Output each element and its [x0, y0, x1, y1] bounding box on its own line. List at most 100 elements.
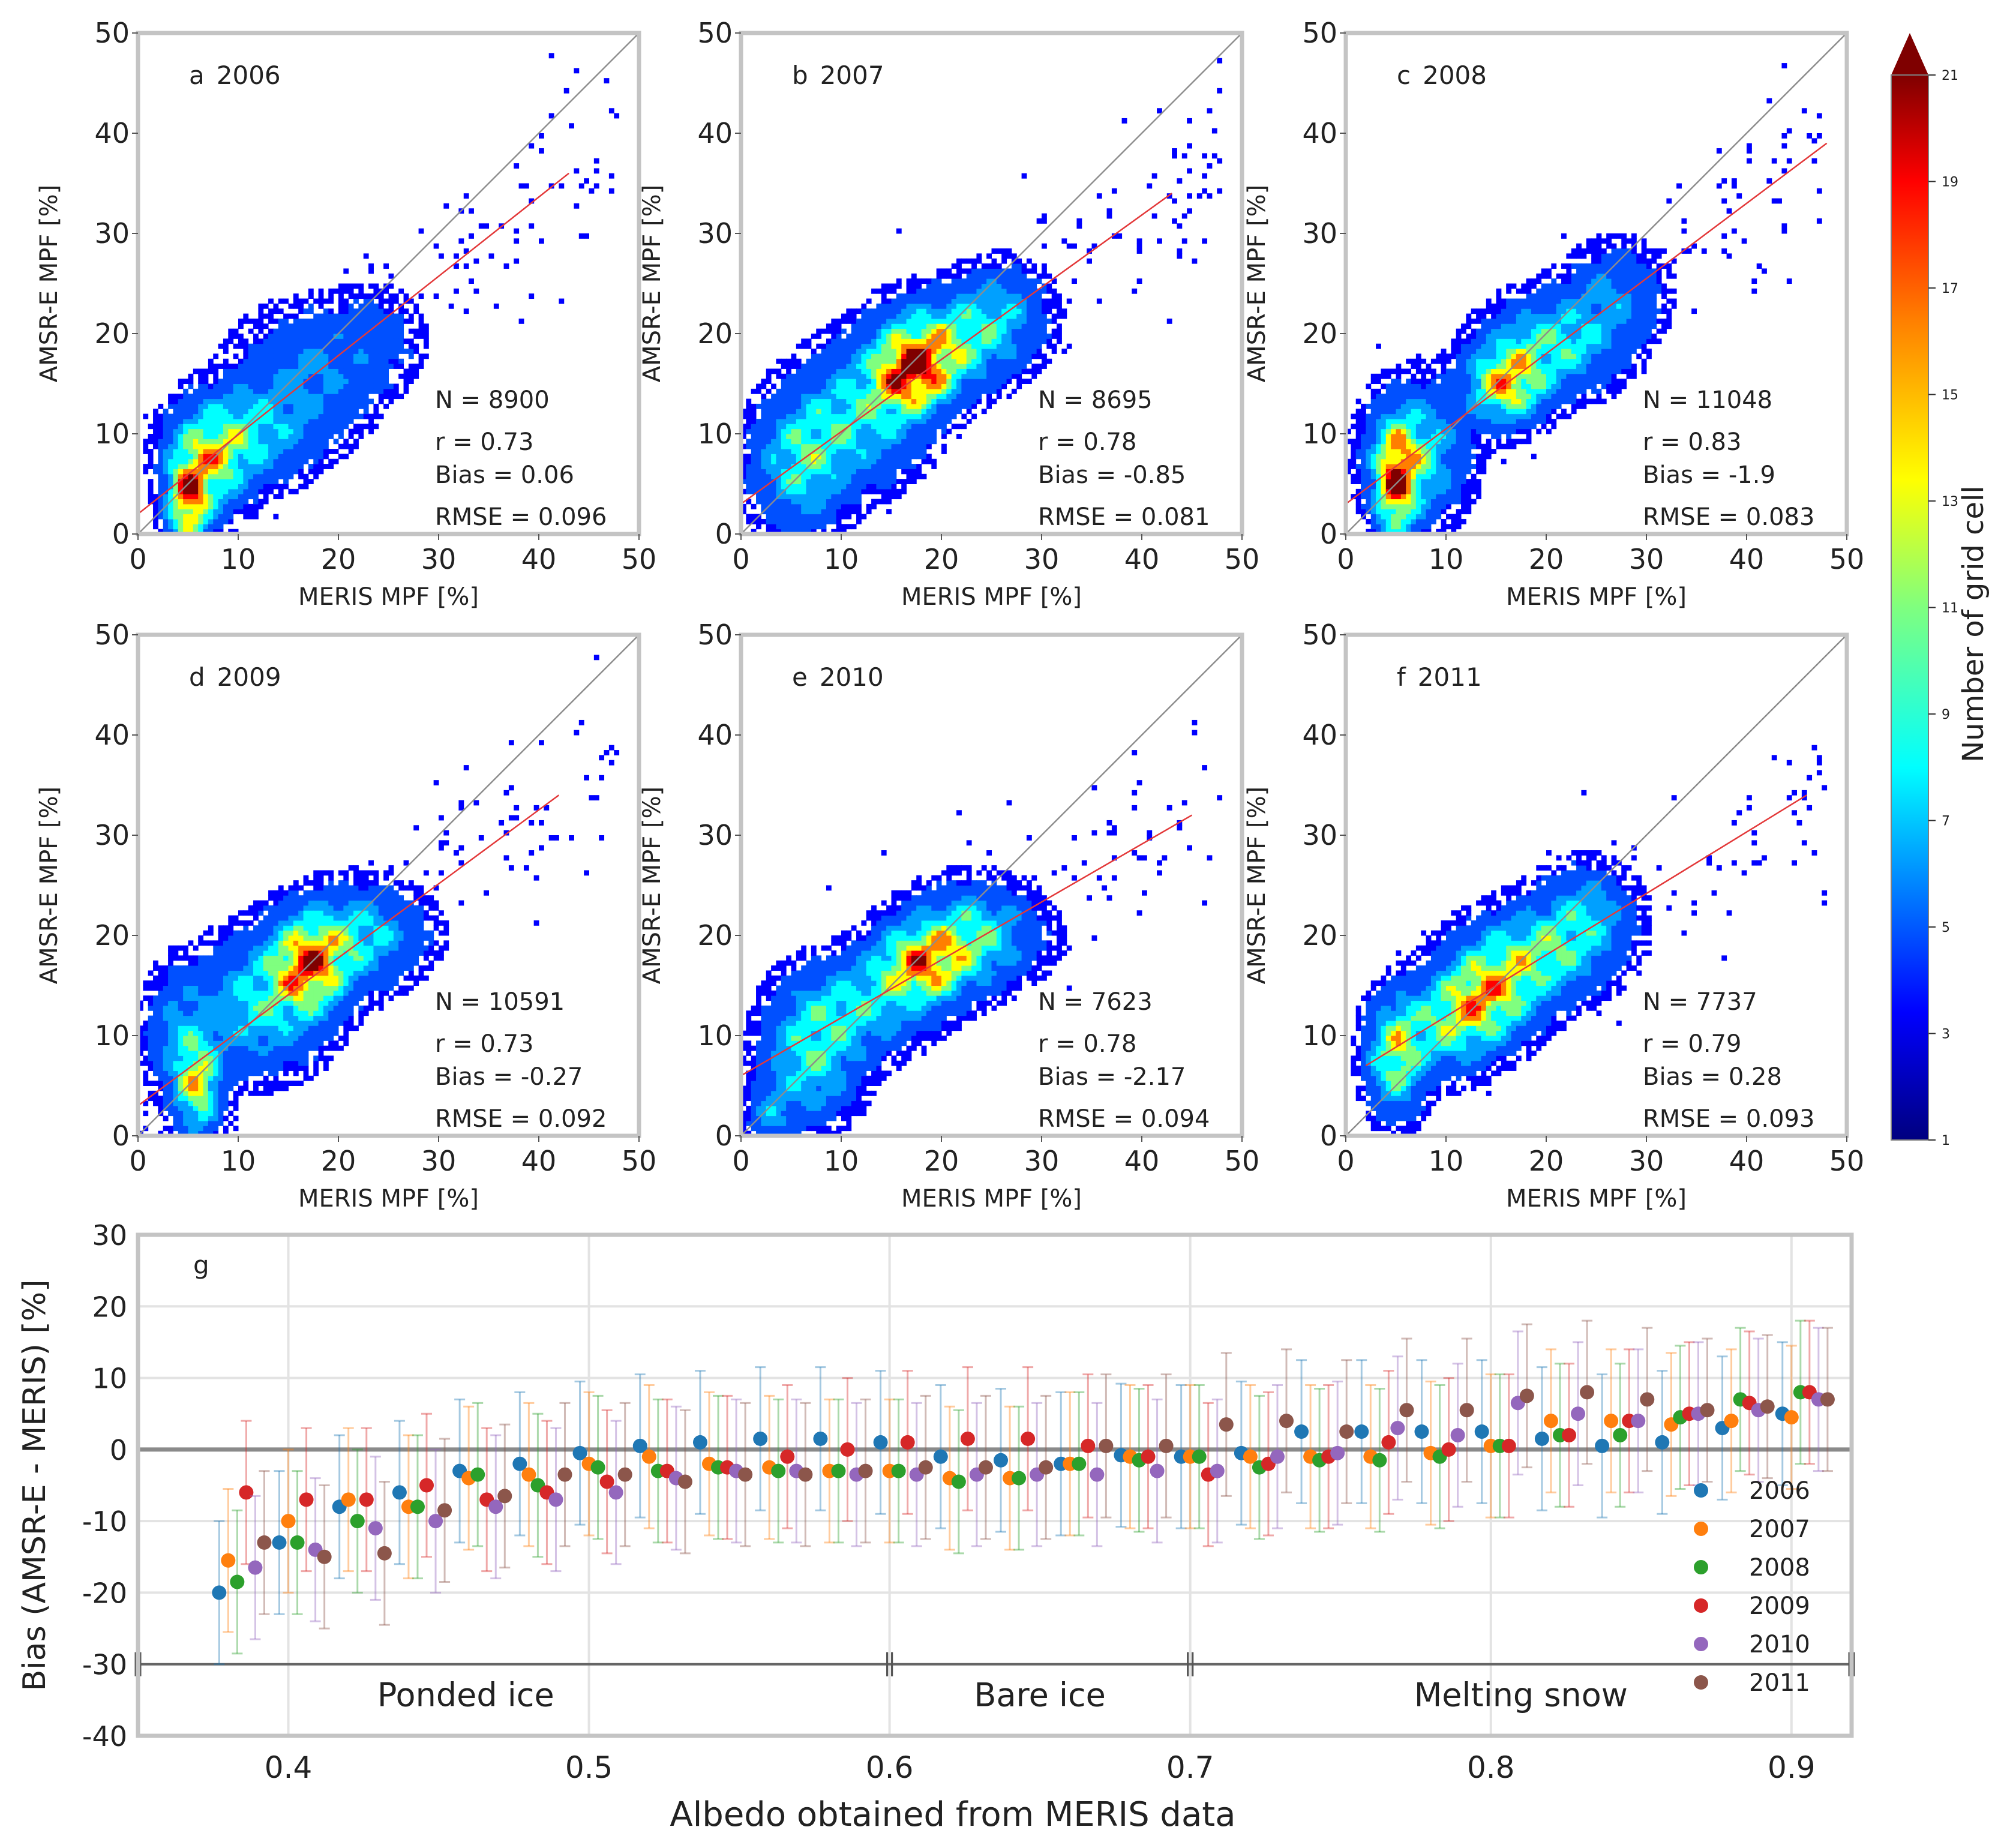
heatmap-cell — [168, 469, 173, 475]
heatmap-cell — [1456, 494, 1462, 500]
heatmap-cell — [1471, 388, 1477, 394]
heatmap-cell — [1385, 439, 1391, 445]
heatmap-cell — [268, 298, 274, 304]
heatmap-cell — [901, 323, 907, 329]
heatmap-cell — [233, 503, 239, 509]
heatmap-cell — [1466, 449, 1472, 454]
heatmap-cell — [916, 388, 922, 394]
heatmap-cell — [278, 443, 284, 449]
heatmap-cell — [363, 373, 369, 379]
heatmap-cell — [1486, 418, 1492, 424]
heatmap-cell — [288, 388, 294, 394]
heatmap-cell — [213, 353, 219, 359]
heatmap-cell — [1476, 349, 1481, 354]
heatmap-cell — [403, 368, 409, 374]
heatmap-cell — [821, 464, 827, 469]
heatmap-cell — [891, 358, 897, 364]
heatmap-cell — [1466, 338, 1472, 344]
heatmap-cell — [1486, 379, 1492, 384]
heatmap-cell — [278, 379, 284, 384]
heatmap-cell — [1391, 418, 1396, 424]
heatmap-cell — [313, 394, 319, 400]
heatmap-cell — [1376, 379, 1381, 384]
heatmap-cell — [253, 473, 259, 479]
heatmap-cell — [343, 298, 349, 304]
heatmap-cell — [253, 388, 259, 394]
heatmap-cell — [921, 343, 927, 349]
heatmap-cell — [806, 383, 812, 389]
heatmap-cell — [911, 449, 917, 454]
heatmap-cell — [1406, 503, 1412, 509]
heatmap-cell — [158, 473, 164, 479]
heatmap-cell — [916, 403, 922, 409]
heatmap-cell — [303, 424, 309, 430]
heatmap-cell — [333, 398, 339, 404]
heatmap-cell — [826, 469, 832, 475]
heatmap-cell — [861, 358, 867, 364]
heatmap-cell — [1046, 343, 1052, 349]
heatmap-cell — [811, 383, 817, 389]
heatmap-cell — [831, 418, 837, 424]
heatmap-cell — [198, 464, 204, 469]
heatmap-cell — [1355, 449, 1361, 454]
heatmap-cell — [1426, 484, 1432, 490]
heatmap-cell — [263, 364, 269, 369]
heatmap-cell — [158, 458, 164, 464]
heatmap-cell — [1366, 413, 1372, 419]
heatmap-cell — [1461, 338, 1466, 344]
heatmap-cell — [228, 364, 234, 369]
heatmap-cell — [1446, 439, 1451, 445]
heatmap-cell — [976, 334, 982, 339]
heatmap-cell — [846, 509, 852, 515]
heatmap-cell — [1021, 288, 1027, 294]
heatmap-cell — [1187, 168, 1192, 174]
heatmap-cell — [1466, 458, 1472, 464]
heatmap-cell — [876, 418, 882, 424]
heatmap-cell — [238, 364, 244, 369]
heatmap-cell — [766, 434, 772, 439]
heatmap-cell — [378, 379, 384, 384]
heatmap-cell — [313, 458, 319, 464]
heatmap-cell — [801, 403, 807, 409]
heatmap-cell — [278, 338, 284, 344]
heatmap-cell — [383, 298, 389, 304]
heatmap-cell — [198, 509, 204, 515]
heatmap-cell — [298, 298, 304, 304]
heatmap-cell — [801, 458, 807, 464]
heatmap-cell — [861, 353, 867, 359]
heatmap-cell — [298, 373, 304, 379]
heatmap-cell — [1006, 278, 1012, 284]
heatmap-cell — [886, 418, 892, 424]
heatmap-cell — [1016, 328, 1022, 334]
heatmap-cell — [746, 464, 752, 469]
heatmap-cell — [228, 469, 234, 475]
heatmap-cell — [378, 398, 384, 404]
heatmap-cell — [263, 494, 269, 500]
heatmap-cell — [448, 303, 454, 309]
heatmap-cell — [1396, 443, 1402, 449]
heatmap-cell — [801, 394, 807, 400]
heatmap-cell — [248, 394, 254, 400]
heatmap-cell — [1051, 318, 1057, 324]
heatmap-cell — [1381, 469, 1387, 475]
heatmap-cell — [1441, 494, 1447, 500]
heatmap-cell — [1385, 503, 1391, 509]
heatmap-cell — [856, 403, 862, 409]
heatmap-cell — [183, 518, 188, 524]
heatmap-cell — [771, 439, 776, 445]
heatmap-cell — [836, 318, 842, 324]
heatmap-cell — [1376, 443, 1381, 449]
heatmap-cell — [906, 398, 912, 404]
heatmap-cell — [866, 473, 872, 479]
heatmap-cell — [991, 258, 997, 264]
heatmap-cell — [323, 368, 329, 374]
heatmap-cell — [946, 328, 952, 334]
heatmap-cell — [821, 388, 827, 394]
heatmap-cell — [168, 449, 173, 454]
heatmap-cell — [1491, 303, 1496, 309]
heatmap-cell — [243, 499, 249, 505]
heatmap-cell — [268, 349, 274, 354]
heatmap-cell — [1526, 328, 1532, 334]
heatmap-cell — [946, 338, 952, 344]
heatmap-cell — [1516, 334, 1522, 339]
